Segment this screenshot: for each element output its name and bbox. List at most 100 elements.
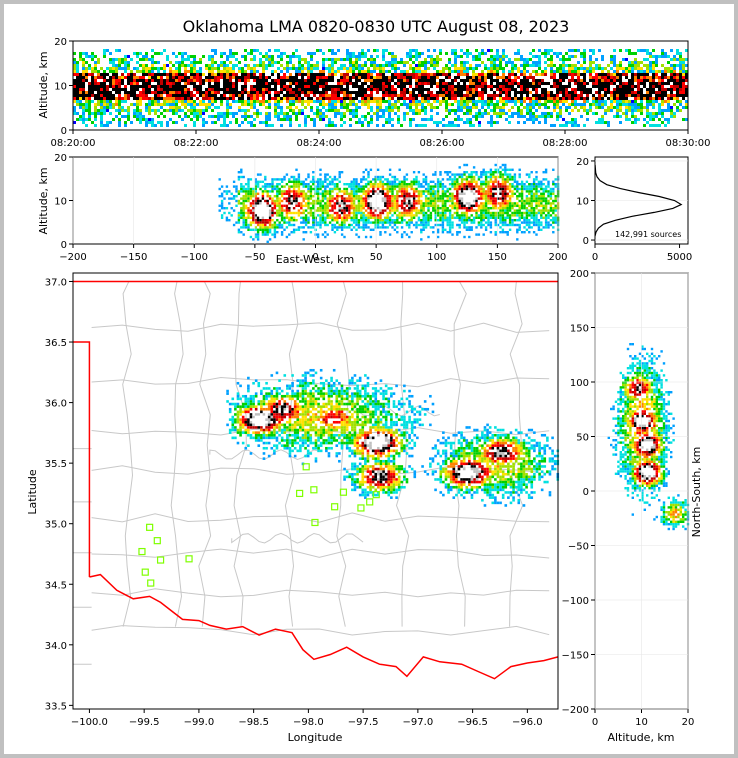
- density-cell: [307, 173, 310, 176]
- density-cell: [478, 64, 481, 67]
- density-cell: [499, 88, 502, 91]
- density-cell: [145, 94, 148, 97]
- density-cell: [252, 221, 255, 224]
- density-cell: [559, 109, 562, 112]
- density-cell: [376, 85, 379, 88]
- density-cell: [400, 192, 404, 195]
- density-cell: [268, 221, 272, 224]
- density-cell: [184, 94, 187, 97]
- density-cell: [634, 85, 637, 88]
- density-cell: [502, 73, 505, 76]
- density-cell: [574, 55, 577, 58]
- density-cell: [682, 64, 685, 67]
- density-cell: [436, 73, 439, 76]
- density-cell: [127, 118, 130, 121]
- density-cell: [160, 73, 163, 76]
- density-cell: [166, 82, 169, 85]
- density-cell: [196, 91, 199, 94]
- density-cell: [300, 226, 303, 229]
- density-cell: [324, 192, 327, 195]
- density-cell: [676, 85, 679, 88]
- density-cell: [628, 103, 631, 106]
- density-cell: [568, 49, 571, 52]
- density-cell: [334, 85, 337, 88]
- density-cell: [249, 223, 253, 227]
- density-cell: [394, 100, 397, 103]
- density-cell: [508, 97, 511, 100]
- density-cell: [405, 173, 409, 176]
- density-cell: [337, 97, 340, 100]
- density-cell: [235, 195, 238, 198]
- density-cell: [475, 106, 478, 109]
- density-cell: [418, 67, 421, 70]
- density-cell: [379, 88, 382, 91]
- density-cell: [175, 88, 178, 91]
- density-cell: [316, 180, 320, 183]
- density-cell: [568, 85, 571, 88]
- density-cell: [292, 178, 296, 181]
- density-cell: [232, 76, 235, 79]
- density-cell: [421, 100, 424, 103]
- density-cell: [297, 209, 301, 212]
- density-cell: [466, 70, 469, 73]
- density-cell: [244, 70, 247, 73]
- density-cell: [637, 61, 640, 64]
- density-cell: [220, 55, 223, 58]
- density-cell: [393, 228, 397, 231]
- density-cell: [637, 109, 640, 112]
- density-cell: [478, 58, 481, 61]
- density-cell: [361, 88, 364, 91]
- density-cell: [565, 73, 568, 76]
- density-cell: [369, 214, 373, 217]
- density-cell: [298, 109, 301, 112]
- density-cell: [427, 76, 430, 79]
- density-cell: [232, 185, 236, 188]
- density-cell: [115, 103, 118, 106]
- density-cell: [321, 216, 325, 219]
- density-cell: [421, 97, 424, 100]
- density-cell: [271, 178, 274, 181]
- density-cell: [115, 115, 118, 118]
- density-cell: [442, 88, 445, 91]
- density-cell: [100, 82, 103, 85]
- density-cell: [157, 61, 160, 64]
- density-cell: [199, 58, 202, 61]
- density-cell: [547, 91, 550, 94]
- density-cell: [436, 187, 440, 191]
- density-cell: [346, 109, 349, 112]
- density-cell: [652, 106, 655, 109]
- density-cell: [436, 211, 440, 215]
- density-cell: [529, 109, 532, 112]
- density-cell: [307, 175, 310, 179]
- density-cell: [256, 70, 259, 73]
- density-cell: [568, 121, 571, 124]
- density-cell: [535, 109, 538, 112]
- density-cell: [448, 112, 451, 115]
- density-cell: [685, 106, 688, 109]
- density-cell: [408, 204, 411, 207]
- density-cell: [514, 94, 517, 97]
- density-cell: [324, 235, 327, 239]
- density-cell: [410, 211, 413, 215]
- density-cell: [76, 112, 79, 115]
- density-cell: [625, 85, 628, 88]
- density-cell: [616, 73, 619, 76]
- density-cell: [328, 100, 331, 103]
- density-cell: [631, 70, 634, 73]
- density-cell: [583, 103, 586, 106]
- density-cell: [374, 190, 377, 193]
- density-cell: [285, 207, 289, 210]
- density-cell: [376, 100, 379, 103]
- density-cell: [499, 112, 502, 115]
- density-cell: [412, 100, 415, 103]
- density-cell: [172, 52, 175, 55]
- density-cell: [448, 58, 451, 61]
- density-cell: [493, 55, 496, 58]
- density-cell: [268, 61, 271, 64]
- density-cell: [312, 178, 315, 181]
- density-cell: [322, 115, 325, 118]
- density-cell: [379, 195, 382, 198]
- density-cell: [427, 118, 430, 121]
- density-cell: [157, 76, 160, 79]
